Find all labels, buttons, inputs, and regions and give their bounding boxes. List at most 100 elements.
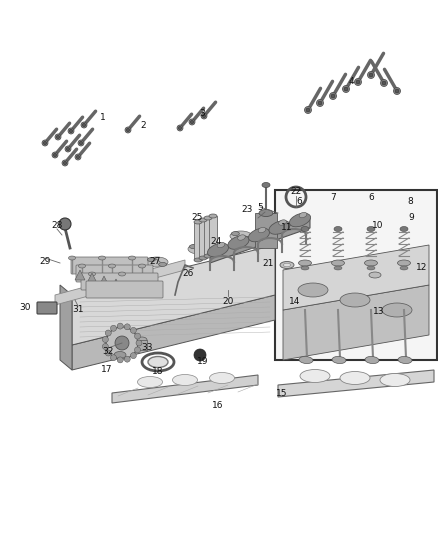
Ellipse shape	[189, 245, 198, 248]
Circle shape	[105, 350, 111, 356]
Text: 8: 8	[407, 198, 413, 206]
Ellipse shape	[88, 272, 95, 276]
Ellipse shape	[238, 235, 245, 240]
Ellipse shape	[194, 220, 202, 224]
Circle shape	[304, 107, 311, 114]
Circle shape	[59, 218, 71, 230]
Circle shape	[191, 120, 194, 124]
Ellipse shape	[78, 264, 85, 268]
Ellipse shape	[148, 257, 155, 262]
Text: 10: 10	[372, 221, 384, 230]
Circle shape	[64, 161, 67, 165]
Ellipse shape	[258, 227, 266, 233]
Text: 30: 30	[19, 303, 31, 312]
Circle shape	[131, 327, 136, 333]
Ellipse shape	[138, 376, 162, 387]
Circle shape	[126, 128, 130, 132]
Circle shape	[110, 355, 117, 361]
Text: 19: 19	[197, 358, 209, 367]
Ellipse shape	[204, 216, 212, 220]
Circle shape	[136, 340, 142, 346]
Ellipse shape	[290, 213, 311, 227]
Ellipse shape	[269, 221, 290, 235]
Circle shape	[381, 79, 388, 86]
Circle shape	[115, 336, 129, 350]
Ellipse shape	[299, 260, 311, 266]
Circle shape	[68, 128, 74, 134]
Ellipse shape	[119, 272, 126, 276]
Bar	[194, 222, 202, 260]
FancyBboxPatch shape	[71, 257, 148, 274]
Ellipse shape	[367, 227, 375, 231]
Ellipse shape	[201, 249, 208, 253]
Ellipse shape	[109, 264, 116, 268]
Circle shape	[329, 93, 336, 100]
Ellipse shape	[204, 254, 212, 258]
Circle shape	[125, 127, 131, 133]
Ellipse shape	[104, 270, 126, 280]
Polygon shape	[72, 295, 275, 370]
Circle shape	[318, 101, 322, 105]
Ellipse shape	[334, 227, 342, 231]
Text: 1: 1	[100, 112, 106, 122]
Circle shape	[393, 87, 400, 94]
Polygon shape	[283, 285, 429, 360]
Circle shape	[102, 336, 108, 343]
Ellipse shape	[398, 357, 412, 364]
Text: 20: 20	[223, 297, 234, 306]
Ellipse shape	[380, 374, 410, 386]
Ellipse shape	[279, 220, 286, 225]
Polygon shape	[75, 270, 85, 280]
Ellipse shape	[194, 258, 202, 262]
Ellipse shape	[398, 260, 410, 266]
Ellipse shape	[301, 266, 309, 270]
Text: 24: 24	[210, 238, 222, 246]
Text: 17: 17	[101, 366, 113, 375]
Circle shape	[69, 130, 73, 133]
Circle shape	[62, 160, 68, 166]
Ellipse shape	[99, 256, 106, 260]
Ellipse shape	[340, 293, 370, 307]
Text: 11: 11	[281, 223, 293, 232]
Ellipse shape	[209, 252, 217, 256]
Circle shape	[395, 89, 399, 93]
Circle shape	[53, 154, 57, 157]
Ellipse shape	[209, 214, 217, 218]
Ellipse shape	[146, 257, 168, 267]
Text: 6: 6	[296, 198, 302, 206]
Circle shape	[202, 115, 206, 118]
Circle shape	[189, 119, 195, 125]
Ellipse shape	[340, 372, 370, 384]
Text: 31: 31	[72, 305, 84, 314]
Text: 14: 14	[290, 297, 301, 306]
Text: 16: 16	[212, 401, 224, 410]
Circle shape	[382, 81, 386, 85]
Text: 15: 15	[276, 389, 288, 398]
Ellipse shape	[209, 373, 234, 384]
Ellipse shape	[188, 244, 210, 254]
Circle shape	[78, 140, 84, 146]
Circle shape	[131, 353, 136, 359]
Ellipse shape	[298, 283, 328, 297]
Circle shape	[75, 154, 81, 160]
Bar	[275, 190, 437, 360]
Circle shape	[79, 141, 83, 144]
Circle shape	[369, 73, 373, 77]
Text: 27: 27	[149, 257, 161, 266]
Circle shape	[55, 134, 61, 140]
Text: 2: 2	[140, 122, 146, 131]
Circle shape	[57, 135, 60, 139]
Polygon shape	[111, 279, 121, 289]
Circle shape	[81, 122, 87, 128]
Ellipse shape	[217, 243, 225, 248]
Ellipse shape	[199, 218, 207, 222]
Circle shape	[194, 349, 206, 361]
Text: 23: 23	[241, 206, 253, 214]
Ellipse shape	[283, 263, 290, 266]
Circle shape	[306, 108, 310, 112]
Ellipse shape	[68, 256, 75, 260]
Ellipse shape	[114, 351, 126, 359]
Circle shape	[201, 113, 207, 119]
Bar	[199, 220, 207, 258]
Polygon shape	[112, 375, 258, 403]
